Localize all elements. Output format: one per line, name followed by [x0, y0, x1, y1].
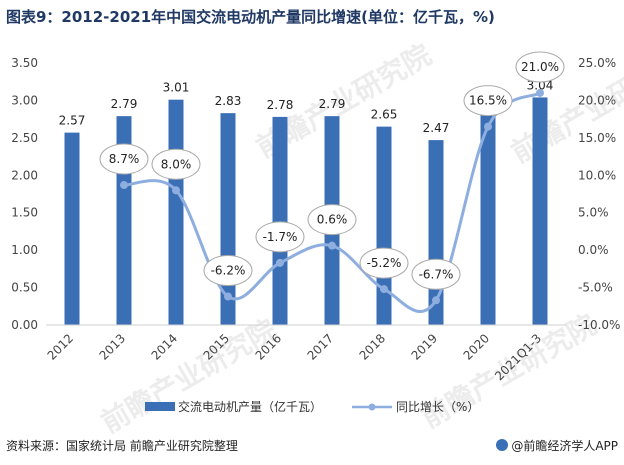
source-note: 资料来源：国家统计局 前瞻产业研究院整理	[6, 439, 238, 453]
bar-value-label: 2.79	[319, 97, 346, 111]
left-axis-tick-label: 0.00	[11, 318, 38, 332]
bar	[532, 97, 548, 325]
bar-value-label: 2.79	[111, 97, 138, 111]
right-axis-tick-label: 10.0%	[578, 168, 616, 182]
growth-label-bubble	[359, 247, 409, 279]
growth-label-bubble	[99, 143, 149, 175]
x-axis-tick-label: 2019	[409, 331, 440, 362]
growth-value-label: -6.2%	[211, 264, 246, 278]
legend-bar-label: 交流电动机产量（亿千瓦）	[178, 399, 322, 414]
growth-marker	[120, 181, 128, 190]
right-axis: -10.0% -5.0% 0.0% 5.0% 10.0% 15.0% 20.0% 25.0%	[578, 56, 620, 332]
x-axis-tick-label: 2021Q1-3	[492, 331, 544, 383]
chart-title: 图表9：2012-2021年中国交流电动机产量同比增速(单位：亿千瓦，%)	[6, 8, 495, 26]
bar-value-label: 3.01	[163, 81, 190, 95]
left-axis-tick-label: 3.50	[11, 56, 38, 70]
right-axis-tick-label: -10.0%	[578, 318, 620, 332]
brand-credit: @前瞻经济学人APP	[496, 437, 618, 454]
growth-marker	[276, 258, 284, 267]
bar	[480, 109, 496, 325]
growth-marker	[328, 241, 336, 250]
x-axis-tick-label: 2012	[45, 331, 76, 362]
brand-text: @前瞻经济学人APP	[511, 439, 618, 453]
left-axis-tick-label: 1.00	[11, 243, 38, 257]
growth-marker	[224, 292, 232, 301]
line-series: 8.7% 8.0% -6.2% -1.7% 0.6% -5.2% -6.7% 16.5% 21.…	[99, 51, 565, 314]
right-axis-tick-label: 15.0%	[578, 131, 616, 145]
growth-marker	[484, 122, 492, 131]
growth-value-label: 8.0%	[161, 157, 192, 171]
bar-series	[64, 97, 548, 326]
legend-bar-swatch	[145, 402, 175, 411]
growth-label-bubble	[151, 148, 201, 180]
bar-value-label: 2.65	[371, 108, 398, 122]
x-axis-labels: 2012 2013 2014 2015 2016 2017 2018 2019 2020 2021…	[45, 324, 566, 383]
x-axis-tick-label: 2020	[461, 331, 492, 362]
right-axis-tick-label: 0.0%	[578, 243, 609, 257]
growth-label-bubble	[463, 85, 513, 117]
brand-logo-icon	[496, 439, 509, 451]
growth-label-bubble	[411, 258, 461, 290]
bar-value-label: 2.47	[423, 121, 450, 135]
growth-marker	[536, 88, 544, 97]
bar	[272, 116, 288, 325]
growth-value-label: -6.7%	[419, 267, 454, 281]
right-axis-tick-label: -5.0%	[578, 281, 613, 295]
bar	[376, 126, 392, 325]
x-axis-tick-label: 2017	[305, 331, 336, 362]
growth-marker	[380, 285, 388, 294]
x-axis-tick-label: 2015	[201, 331, 232, 362]
growth-line	[123, 91, 541, 314]
left-axis-tick-label: 2.00	[11, 168, 38, 182]
growth-value-label: 21.0%	[521, 60, 559, 74]
growth-label-bubble	[515, 51, 565, 83]
x-axis-tick-label: 2016	[253, 331, 284, 362]
growth-label-bubble	[203, 255, 253, 287]
legend-line-label: 同比增长（%）	[396, 400, 479, 414]
growth-marker	[432, 296, 440, 305]
bar-value-label: 3.04	[527, 78, 554, 92]
growth-value-label: -5.2%	[367, 256, 402, 270]
growth-value-label: 16.5%	[469, 94, 507, 108]
legend: 交流电动机产量（亿千瓦） 同比增长（%）	[145, 399, 479, 414]
x-axis-tick-label: 2014	[149, 331, 180, 362]
growth-value-label: 8.7%	[109, 152, 140, 166]
growth-label-bubble	[307, 204, 357, 236]
bar-value-label: 2.83	[215, 94, 242, 108]
growth-label-bubble	[255, 221, 305, 253]
bar-value-label: 2.57	[59, 114, 86, 128]
left-axis-tick-label: 1.50	[11, 206, 38, 220]
growth-marker	[172, 186, 180, 195]
growth-value-label: -1.7%	[263, 230, 298, 244]
legend-line-marker	[368, 403, 376, 411]
left-axis-tick-label: 2.50	[11, 131, 38, 145]
bar-value-label: 2.78	[267, 98, 294, 112]
left-axis-tick-label: 0.50	[11, 281, 38, 295]
right-axis-tick-label: 20.0%	[578, 93, 616, 107]
right-axis-tick-label: 5.0%	[578, 206, 609, 220]
growth-value-label: 0.6%	[317, 213, 348, 227]
left-axis: 0.00 0.50 1.00 1.50 2.00 2.50 3.00 3.50	[11, 56, 38, 332]
right-axis-tick-label: 25.0%	[578, 56, 616, 70]
x-axis-tick-label: 2013	[97, 331, 128, 362]
left-axis-tick-label: 3.00	[11, 93, 38, 107]
x-axis-tick-label: 2018	[357, 331, 388, 362]
bar	[64, 132, 80, 325]
bar	[168, 99, 184, 326]
